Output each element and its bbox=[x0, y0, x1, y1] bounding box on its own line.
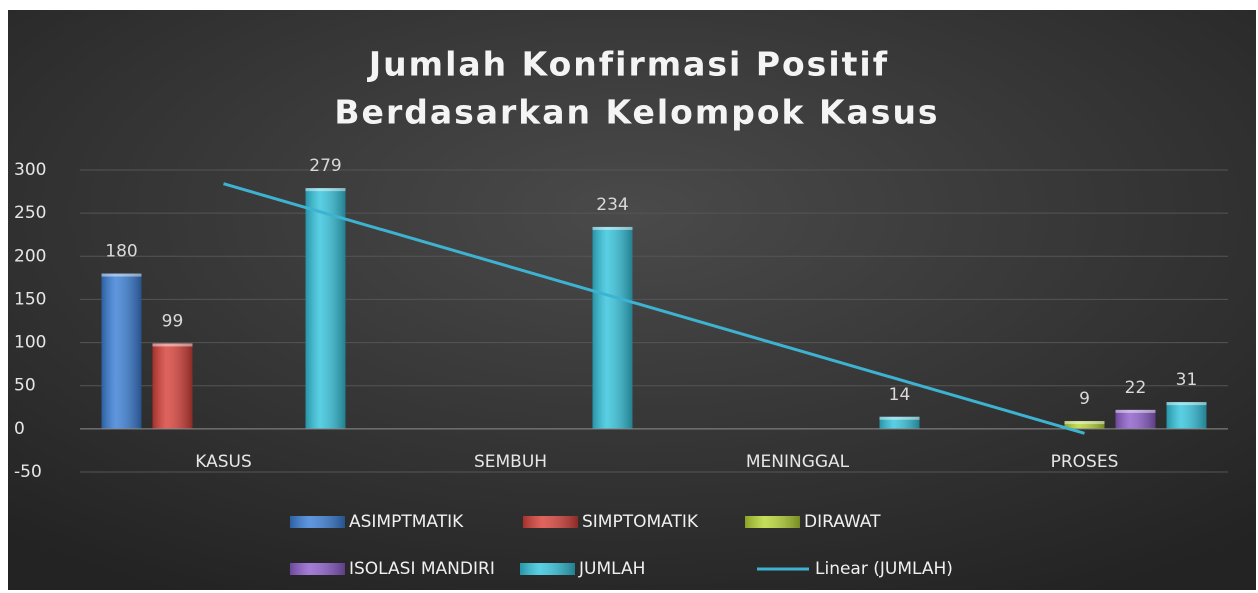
bar-top bbox=[152, 343, 193, 347]
legend-label: ISOLASI MANDIRI bbox=[349, 559, 495, 579]
legend-label: JUMLAH bbox=[578, 559, 645, 579]
bar-shade bbox=[1064, 421, 1105, 429]
data-label: 180 bbox=[105, 242, 137, 262]
y-tick-label: -50 bbox=[14, 462, 42, 482]
bar-top bbox=[101, 273, 142, 277]
legend-label: ASIMPTMATIK bbox=[349, 512, 464, 532]
x-tick-label: SEMBUH bbox=[474, 452, 547, 472]
x-tick-label: MENINGGAL bbox=[746, 452, 850, 472]
data-label: 22 bbox=[1125, 378, 1147, 398]
bar-top bbox=[1166, 402, 1207, 406]
y-tick-label: 150 bbox=[14, 289, 46, 309]
chart-title: Berdasarkan Kelompok Kasus bbox=[334, 93, 939, 132]
trend-line bbox=[223, 182, 1085, 435]
legend-swatch-shade bbox=[290, 563, 345, 575]
bar-shade bbox=[305, 188, 346, 429]
legend-swatch-shade bbox=[523, 516, 578, 528]
legend-swatch-shade bbox=[520, 563, 575, 575]
y-tick-label: 300 bbox=[14, 160, 46, 180]
x-tick-label: PROSES bbox=[1051, 452, 1119, 472]
x-tick-label: KASUS bbox=[195, 452, 252, 472]
legend-label: SIMPTOMATIK bbox=[582, 512, 699, 532]
legend-swatch-shade bbox=[745, 516, 800, 528]
bar-top bbox=[1064, 421, 1105, 425]
chart-title: Jumlah Konfirmasi Positif bbox=[367, 45, 889, 84]
bar-shade bbox=[1166, 402, 1207, 429]
y-tick-label: 0 bbox=[14, 419, 25, 439]
bar-shade bbox=[1115, 409, 1156, 429]
bar-shade bbox=[152, 343, 193, 429]
bar-shade bbox=[879, 416, 920, 429]
legend-label: Linear (JUMLAH) bbox=[815, 559, 953, 579]
bar-top bbox=[305, 188, 346, 192]
data-label: 31 bbox=[1176, 370, 1198, 390]
bar-top bbox=[592, 226, 633, 230]
bar-shade bbox=[592, 226, 633, 429]
data-label: 234 bbox=[596, 195, 628, 215]
legend-label: DIRAWAT bbox=[804, 512, 881, 532]
bar-top bbox=[879, 416, 920, 420]
y-tick-label: 250 bbox=[14, 203, 46, 223]
data-label: 99 bbox=[162, 311, 184, 331]
y-tick-label: 200 bbox=[14, 246, 46, 266]
y-tick-label: 100 bbox=[14, 333, 46, 353]
bar-shade bbox=[101, 273, 142, 429]
data-label: 14 bbox=[889, 385, 911, 405]
bar-top bbox=[1115, 409, 1156, 413]
y-tick-label: 50 bbox=[14, 376, 36, 396]
data-label: 279 bbox=[309, 156, 341, 176]
legend-swatch-shade bbox=[290, 516, 345, 528]
data-label: 9 bbox=[1079, 389, 1090, 409]
